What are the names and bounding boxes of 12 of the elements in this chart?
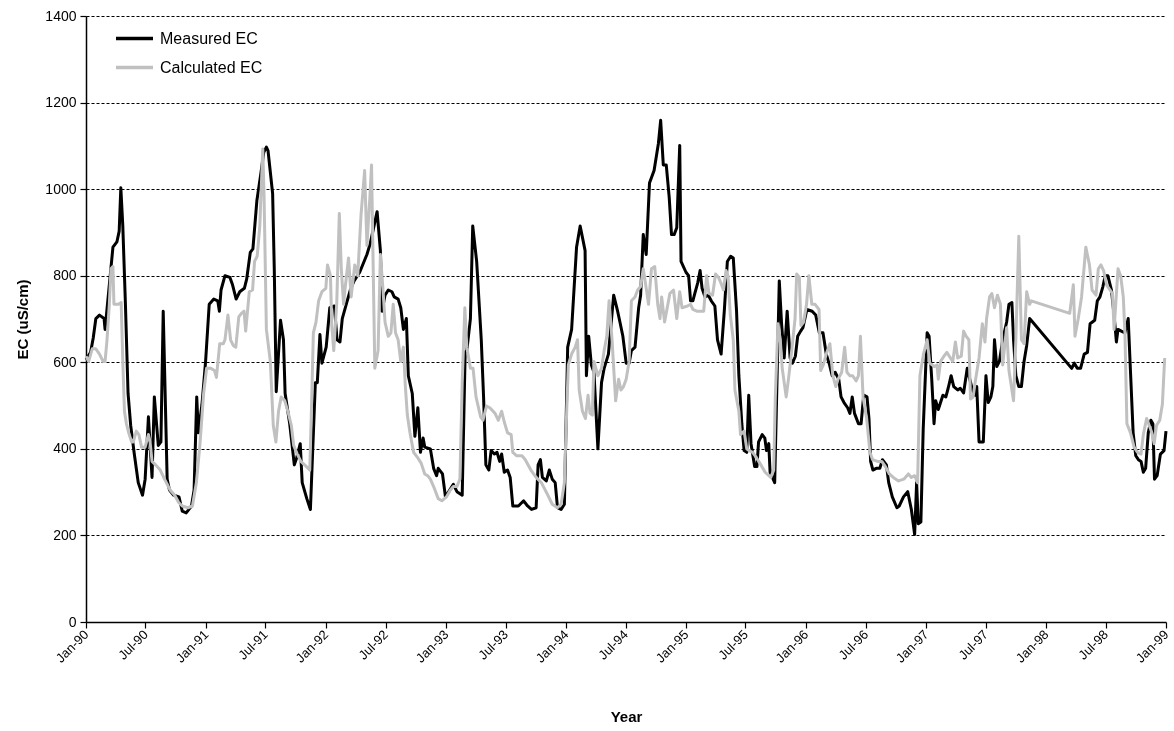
legend-label: Calculated EC <box>160 58 263 76</box>
y-tick-label: 0 <box>68 613 77 630</box>
y-tick-label: 400 <box>53 440 77 457</box>
x-axis-title: Year <box>610 707 643 725</box>
legend-label: Measured EC <box>160 29 258 47</box>
y-tick-label: 600 <box>53 353 77 370</box>
y-tick-label: 1200 <box>45 94 77 111</box>
y-axis-title: EC (uS/cm) <box>14 279 32 360</box>
y-tick-label: 1400 <box>45 7 77 24</box>
y-tick-label: 1000 <box>45 180 77 197</box>
y-tick-label: 200 <box>53 526 77 543</box>
y-tick-label: 800 <box>53 267 77 284</box>
